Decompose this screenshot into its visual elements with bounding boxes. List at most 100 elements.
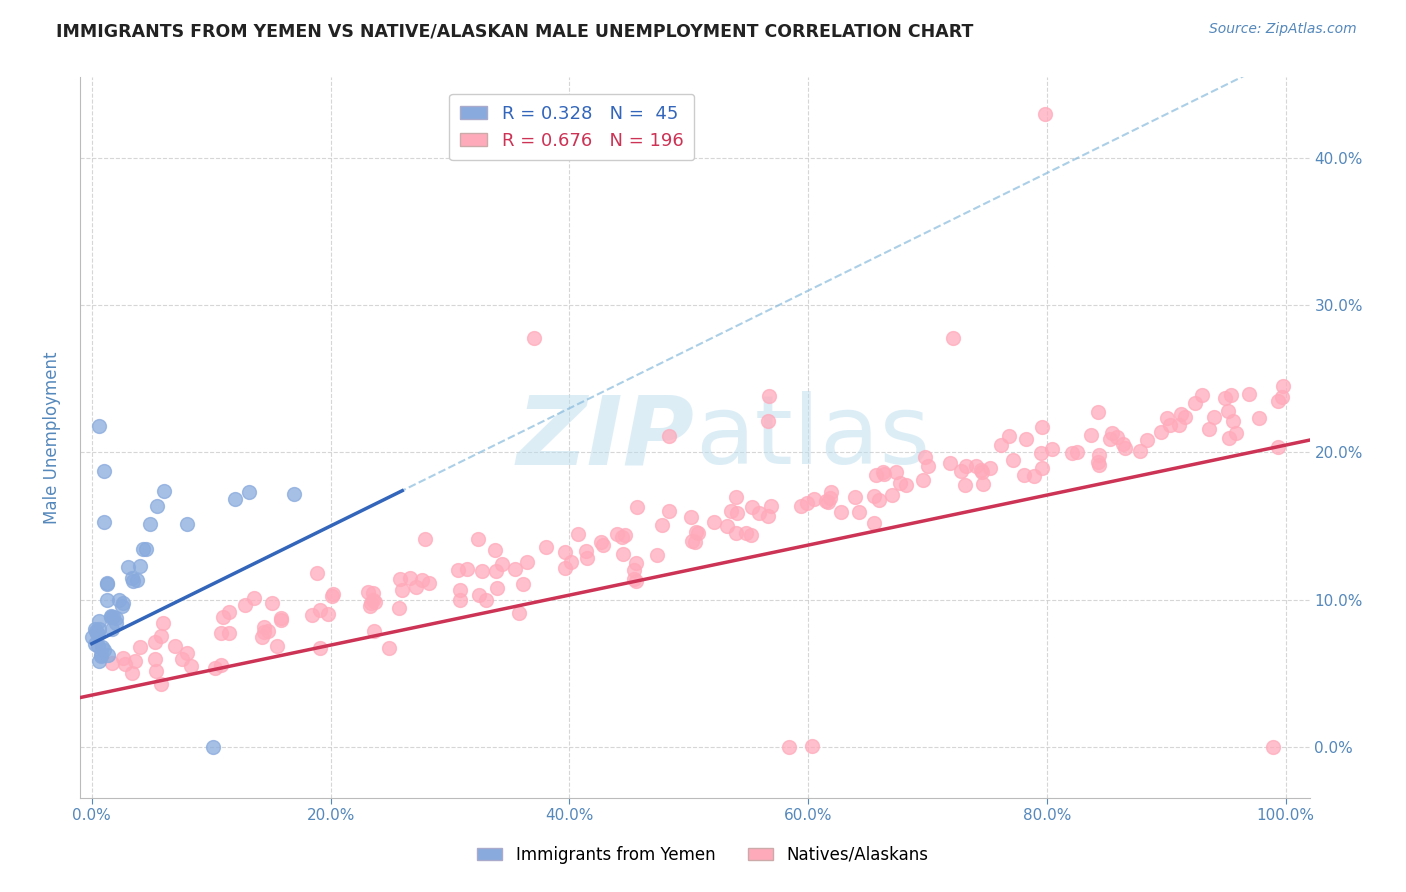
Point <box>703 516 725 530</box>
Point <box>990 438 1012 452</box>
Point <box>135 542 157 557</box>
Point <box>503 562 526 576</box>
Point <box>758 389 780 403</box>
Point <box>252 625 274 640</box>
Point <box>1267 440 1289 454</box>
Point <box>512 577 534 591</box>
Point <box>1087 455 1109 469</box>
Point <box>560 555 582 569</box>
Point <box>309 640 332 655</box>
Point <box>82 630 104 644</box>
Point <box>363 595 385 609</box>
Point <box>224 491 246 506</box>
Point <box>1002 453 1025 467</box>
Point <box>114 657 136 672</box>
Point <box>152 615 174 630</box>
Point <box>658 429 681 443</box>
Point <box>554 560 576 574</box>
Point <box>800 739 823 753</box>
Point <box>235 598 257 612</box>
Point <box>321 590 343 604</box>
Point <box>100 608 122 623</box>
Point <box>830 505 852 519</box>
Point <box>125 573 148 587</box>
Point <box>266 639 288 653</box>
Point <box>756 414 779 428</box>
Point <box>1156 411 1178 425</box>
Point <box>748 506 770 520</box>
Point <box>90 648 112 663</box>
Point <box>610 530 633 544</box>
Point <box>112 596 135 610</box>
Point <box>117 559 139 574</box>
Point <box>104 611 127 625</box>
Point <box>949 464 972 478</box>
Point <box>1105 430 1128 444</box>
Point <box>863 489 886 503</box>
Point <box>688 526 710 541</box>
Point <box>741 500 763 515</box>
Point <box>724 526 747 541</box>
Point <box>89 615 111 629</box>
Point <box>93 464 115 478</box>
Point <box>87 626 110 640</box>
Point <box>209 626 232 640</box>
Point <box>1150 425 1173 439</box>
Point <box>796 496 818 510</box>
Text: IMMIGRANTS FROM YEMEN VS NATIVE/ALASKAN MALE UNEMPLOYMENT CORRELATION CHART: IMMIGRANTS FROM YEMEN VS NATIVE/ALASKAN … <box>56 22 973 40</box>
Point <box>613 528 636 542</box>
Point <box>979 461 1001 475</box>
Point <box>1170 407 1192 421</box>
Point <box>914 450 936 465</box>
Point <box>882 488 904 502</box>
Text: Source: ZipAtlas.com: Source: ZipAtlas.com <box>1209 22 1357 37</box>
Point <box>820 485 842 500</box>
Point <box>939 456 962 470</box>
Point <box>1198 422 1220 436</box>
Point <box>1031 419 1053 434</box>
Point <box>468 588 491 602</box>
Point <box>681 510 703 524</box>
Point <box>575 543 598 558</box>
Point <box>111 599 134 613</box>
Point <box>1087 458 1109 472</box>
Point <box>100 610 122 624</box>
Point <box>405 581 427 595</box>
Point <box>868 492 890 507</box>
Point <box>623 563 645 577</box>
Point <box>121 574 143 588</box>
Point <box>96 577 118 591</box>
Point <box>485 565 508 579</box>
Point <box>727 506 749 520</box>
Point <box>467 533 489 547</box>
Point <box>128 558 150 573</box>
Point <box>363 624 385 638</box>
Point <box>917 459 939 474</box>
Point <box>516 554 538 568</box>
Point <box>1111 437 1133 451</box>
Point <box>576 551 599 566</box>
Point <box>778 739 800 754</box>
Point <box>389 572 412 586</box>
Point <box>953 478 976 492</box>
Point <box>270 613 292 627</box>
Point <box>308 603 330 617</box>
Point <box>165 640 187 654</box>
Point <box>814 494 837 508</box>
Point <box>413 532 436 546</box>
Point <box>149 677 172 691</box>
Point <box>359 599 381 614</box>
Point <box>361 586 384 600</box>
Point <box>645 548 668 562</box>
Point <box>87 418 110 433</box>
Point <box>1272 379 1295 393</box>
Point <box>894 477 917 491</box>
Point <box>1225 425 1247 440</box>
Point <box>1080 428 1102 442</box>
Point <box>84 624 107 638</box>
Point <box>683 535 706 549</box>
Point <box>1174 409 1197 424</box>
Point <box>471 564 494 578</box>
Point <box>942 331 965 345</box>
Point <box>172 652 194 666</box>
